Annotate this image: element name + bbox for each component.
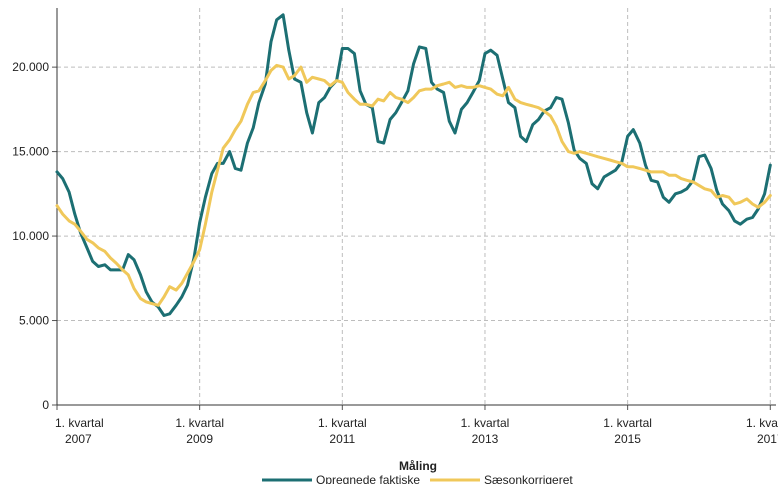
- x-tick-label: 1. kvartal: [318, 416, 367, 430]
- y-tick-label: 0: [42, 398, 49, 412]
- x-tick-label: 1. kvartal: [55, 416, 104, 430]
- legend-label-opregnede: Opregnede faktiske: [316, 473, 420, 484]
- legend: Måling Opregnede faktiske Sæsonkorrigere…: [262, 459, 573, 487]
- y-tick-label: 15.000: [12, 145, 49, 159]
- legend-title: Måling: [399, 459, 437, 473]
- y-tick-label: 20.000: [12, 60, 49, 74]
- x-tick-year: 2017: [757, 432, 778, 446]
- grid: [56, 8, 776, 405]
- y-tick-label: 5.000: [19, 314, 49, 328]
- y-tick-label: 10.000: [12, 229, 49, 243]
- x-tick-year: 2009: [186, 432, 213, 446]
- series-line-opregnede: [55, 13, 772, 317]
- y-axis-labels: 0 5.000 10.000 15.000 20.000: [12, 60, 49, 412]
- x-tick-year: 2011: [329, 432, 355, 446]
- x-tick-year: 2007: [65, 432, 92, 446]
- x-tick-year: 2013: [472, 432, 499, 446]
- x-tick-label: 1. kvartal: [461, 416, 510, 430]
- series-line-saesonkorrigeret: [55, 63, 772, 307]
- x-tick-year: 2015: [614, 432, 641, 446]
- legend-label-saesonkorrigeret: Sæsonkorrigeret: [484, 473, 573, 484]
- x-tick-label: 1. kvartal: [746, 416, 778, 430]
- x-axis-labels: 1. kvartal 2007 1. kvartal 2009 1. kvartal 20…: [55, 416, 778, 446]
- series-lines: [55, 13, 772, 317]
- x-tick-label: 1. kvartal: [175, 416, 224, 430]
- x-tick-label: 1. kvartal: [603, 416, 652, 430]
